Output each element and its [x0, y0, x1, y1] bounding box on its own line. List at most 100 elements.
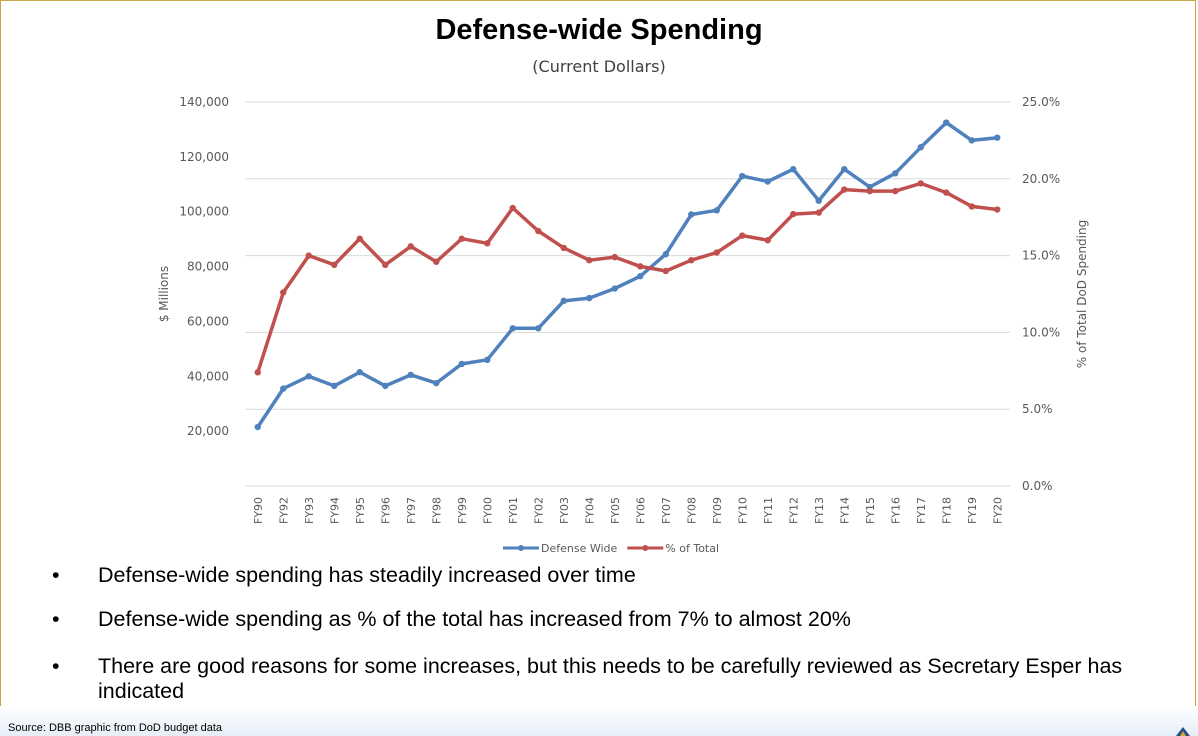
- x-tick-label: FY19: [966, 497, 979, 524]
- x-tick-label: FY16: [889, 497, 902, 524]
- bullet-marker: •: [52, 563, 60, 587]
- x-tick-label: FY92: [277, 497, 290, 524]
- x-tick-label: FY90: [252, 497, 265, 524]
- data-point: [458, 235, 465, 242]
- data-point: [535, 325, 542, 332]
- x-tick-label: FY02: [532, 497, 545, 524]
- data-point: [509, 204, 516, 212]
- data-point: [943, 189, 950, 196]
- bullet-text: Defense-wide spending has steadily incre…: [98, 563, 636, 587]
- legend-marker: [642, 545, 649, 551]
- data-point: [739, 232, 746, 239]
- data-point: [713, 207, 720, 214]
- logo-icon: [1176, 727, 1190, 736]
- source-note: Source: DBB graphic from DoD budget data: [8, 722, 223, 734]
- data-point: [535, 227, 542, 235]
- x-tick-label: FY15: [864, 497, 877, 524]
- y-right-axis-title: % of Total DoD Spending: [1075, 220, 1089, 368]
- x-tick-label: FY93: [303, 497, 316, 524]
- y-right-tick-label: 10.0%: [1022, 325, 1060, 339]
- data-point: [331, 382, 338, 390]
- y-left-tick-label: 120,000: [179, 150, 229, 164]
- data-point: [484, 356, 491, 364]
- data-point: [586, 294, 593, 302]
- x-tick-label: FY13: [813, 497, 826, 524]
- x-tick-label: FY17: [915, 497, 928, 524]
- data-point: [688, 211, 695, 218]
- footer-band: [0, 706, 1198, 736]
- data-point: [968, 203, 975, 210]
- x-tick-label: FY11: [762, 497, 775, 524]
- data-point: [382, 382, 389, 390]
- data-point: [790, 210, 797, 218]
- data-point: [815, 197, 822, 204]
- data-point: [560, 244, 567, 252]
- data-point: [280, 289, 287, 296]
- y-right-tick-label: 5.0%: [1022, 402, 1053, 416]
- data-point: [994, 134, 1001, 141]
- data-point: [764, 237, 771, 244]
- y-right-tick-label: 15.0%: [1022, 249, 1060, 263]
- data-point: [305, 373, 312, 380]
- y-left-tick-label: 60,000: [187, 314, 229, 328]
- data-point: [790, 166, 797, 173]
- data-point: [713, 249, 720, 256]
- data-point: [892, 187, 899, 195]
- data-point: [968, 137, 975, 144]
- data-point: [943, 119, 950, 126]
- x-tick-label: FY20: [991, 497, 1004, 524]
- x-tick-label: FY00: [481, 497, 494, 524]
- data-point: [407, 243, 414, 250]
- bullet-marker: •: [52, 654, 60, 678]
- data-point: [484, 240, 491, 247]
- x-tick-label: FY99: [456, 497, 469, 524]
- x-tick-label: FY97: [405, 497, 418, 524]
- x-tick-label: FY07: [660, 497, 673, 524]
- legend-marker: [518, 545, 524, 551]
- x-tick-label: FY09: [711, 497, 724, 524]
- data-point: [662, 251, 669, 258]
- x-tick-label: FY03: [558, 497, 571, 524]
- data-point: [305, 252, 312, 259]
- data-point: [815, 209, 822, 216]
- data-point: [841, 166, 848, 173]
- x-tick-label: FY95: [354, 497, 367, 524]
- x-tick-label: FY04: [583, 497, 596, 524]
- data-point: [586, 257, 593, 264]
- y-left-tick-label: 20,000: [187, 424, 229, 438]
- x-tick-label: FY96: [379, 497, 392, 524]
- bullet-item: • Defense-wide spending has steadily inc…: [52, 563, 636, 588]
- x-tick-label: FY05: [609, 497, 622, 524]
- data-point: [892, 170, 899, 177]
- legend-label: % of Total: [665, 542, 719, 555]
- x-tick-label: FY14: [838, 497, 851, 524]
- y-right-tick-label: 25.0%: [1022, 95, 1060, 109]
- legend-label: Defense Wide: [541, 542, 618, 555]
- series-line: [256, 120, 1000, 429]
- y-left-axis-title: $ Millions: [157, 266, 171, 322]
- data-point: [994, 206, 1001, 213]
- y-left-tick-label: 80,000: [187, 260, 229, 274]
- chart-subtitle: (Current Dollars): [532, 57, 666, 76]
- data-point: [866, 187, 873, 195]
- data-point: [637, 272, 644, 280]
- x-tick-label: FY98: [430, 497, 443, 524]
- bullet-text: There are good reasons for some increase…: [98, 654, 1123, 703]
- data-point: [356, 368, 363, 376]
- data-point: [917, 144, 924, 151]
- x-tick-label: FY08: [685, 497, 698, 524]
- data-point: [254, 423, 261, 431]
- bullet-text: Defense-wide spending as % of the total …: [98, 607, 851, 631]
- y-left-tick-label: 140,000: [179, 95, 229, 109]
- x-tick-label: FY94: [328, 497, 341, 524]
- data-point: [509, 325, 516, 332]
- line-chart: 20,000 40,000 60,000 80,000 100,000 120,000 14…: [157, 95, 1089, 555]
- data-point: [611, 253, 618, 261]
- data-point: [356, 235, 363, 242]
- data-point: [611, 285, 618, 292]
- data-point: [458, 360, 465, 368]
- bullet-item: • There are good reasons for some increa…: [52, 654, 1162, 704]
- y-left-tick-label: 40,000: [187, 369, 229, 383]
- x-tick-label: FY10: [736, 497, 749, 524]
- data-point: [407, 371, 414, 379]
